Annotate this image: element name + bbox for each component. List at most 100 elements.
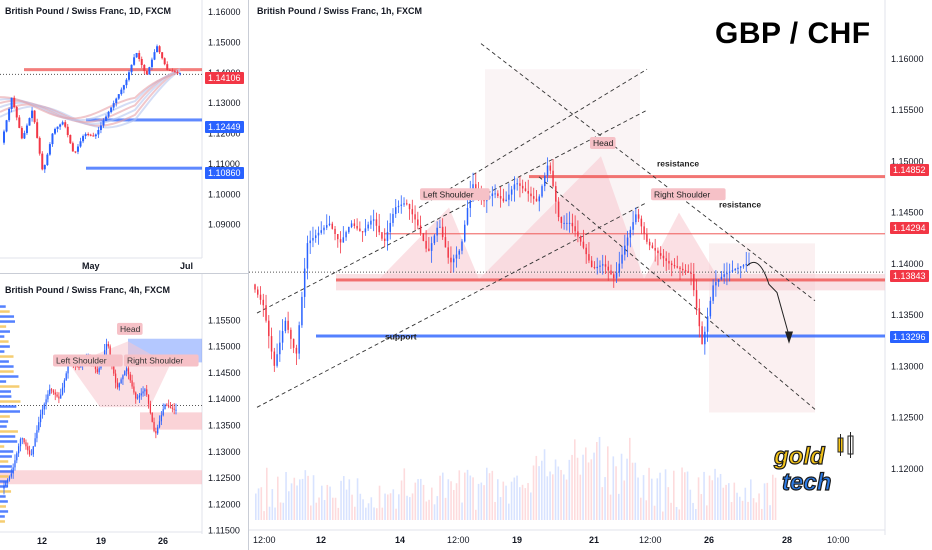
panel-divider-horizontal[interactable] [0, 273, 248, 274]
candle-1h-body [530, 193, 532, 197]
annotation-1h-5: support [385, 332, 417, 342]
price-tick-1d-7: 1.09000 [208, 220, 241, 230]
candle-4h-body [147, 394, 150, 404]
candle-1h-body [731, 270, 734, 272]
candle-1d-body [110, 107, 113, 113]
candle-1h-body [367, 224, 369, 229]
candle-4h-body [96, 369, 98, 373]
candle-1d-body [82, 136, 85, 142]
candle-4h-body [133, 386, 135, 393]
volume-bar [607, 446, 609, 520]
annotation-1h-0: Left Shoulder [423, 189, 474, 199]
volume-bar [359, 493, 362, 520]
candle-1h-body [560, 217, 563, 223]
candle-1d-body [156, 46, 159, 53]
volume-profile-bar [0, 315, 15, 318]
candle-1h-body [693, 273, 695, 291]
volume-profile-bar [0, 495, 6, 498]
volume-profile-bar [0, 445, 5, 448]
candle-4h-body [67, 366, 69, 374]
volume-bar [642, 475, 645, 520]
volume-bar [414, 482, 417, 520]
candle-1h-body [706, 316, 709, 332]
candle-4h-body [16, 453, 18, 461]
candle-4h-body [168, 405, 170, 407]
volume-bar [277, 476, 279, 520]
volume-bar [519, 487, 521, 520]
chart-panel-1d[interactable]: British Pound / Swiss Franc, 1D, FXCM 1.… [0, 0, 248, 273]
volume-bar [623, 480, 626, 520]
chart-title-1d: British Pound / Swiss Franc, 1D, FXCM [5, 6, 172, 16]
annotation-bg-1h [420, 188, 490, 201]
candle-4h-body [28, 450, 31, 455]
candle-1h-body [577, 231, 579, 237]
volume-bar [629, 437, 631, 520]
candle-1h-body [290, 329, 292, 339]
candle-4h-body [17, 446, 20, 454]
volume-bar [662, 511, 664, 520]
volume-bar [535, 455, 538, 520]
time-tick-4h-2: 26 [158, 536, 168, 546]
chart-panel-1h[interactable]: British Pound / Swiss Franc, 1h, FXCM 1.… [249, 0, 932, 550]
volume-bar [370, 497, 373, 520]
volume-bar [293, 477, 296, 520]
annotation-4h-0: Left Shoulder [56, 355, 107, 365]
chart-panel-4h[interactable]: British Pound / Swiss Franc, 4h, FXCM 1.… [0, 274, 248, 550]
candle-1d-body [153, 52, 156, 60]
candle-1d-body [76, 146, 79, 152]
candle-1d-body [69, 134, 72, 144]
volume-bar [530, 492, 532, 520]
candle-1h-body [433, 235, 436, 244]
volume-bar [387, 494, 389, 520]
panel-divider-vertical[interactable] [248, 0, 249, 550]
chart-1h-plot[interactable]: 1.16000 1.15500 1.15000 1.14500 1.14000 1.135… [249, 0, 932, 550]
candle-1h-body [745, 263, 747, 266]
volume-bar [593, 452, 595, 520]
volume-profile-bar [0, 405, 17, 408]
chart-1d-plot[interactable]: 1.160001.150001.140001.130001.120001.110… [0, 0, 248, 273]
time-tick-1h-2: 14 [395, 535, 405, 545]
candle-1h-body [604, 264, 607, 267]
candle-1h-body [422, 233, 425, 241]
candle-1h-body [428, 248, 430, 251]
candle-1d-body [97, 130, 100, 135]
candle-1h-body [684, 270, 687, 272]
candle-1h-body [579, 236, 582, 242]
candle-1h-body [502, 198, 505, 202]
candle-4h-body [135, 392, 137, 399]
volume-profile-bar [0, 400, 21, 403]
volume-bar [447, 479, 450, 520]
volume-bar [758, 493, 760, 520]
volume-bar [480, 482, 483, 520]
candle-4h-body [10, 473, 12, 477]
volume-bar [645, 500, 648, 520]
annotation-4h-1: Head [120, 324, 141, 334]
price-tick-1h-4: 1.14000 [891, 259, 924, 269]
candle-1h-body [430, 243, 433, 251]
candle-1h-body [458, 250, 460, 255]
volume-bar [711, 480, 714, 520]
candle-1h-body [284, 320, 287, 332]
candle-1d-body [84, 133, 87, 137]
volume-bar [268, 506, 271, 520]
annotation-bg-1h [651, 188, 726, 201]
volume-bar [257, 488, 260, 520]
candle-1d-body [94, 134, 97, 137]
candle-1h-body [455, 254, 458, 259]
candle-1h-body [742, 265, 745, 267]
chart-4h-plot[interactable]: 1.15500 1.15000 1.14500 1.14000 1.13500 1.130… [0, 274, 248, 550]
volume-bar [744, 487, 747, 520]
volume-bar [681, 467, 683, 520]
volume-bar [648, 467, 650, 520]
candle-1d-body [107, 112, 110, 117]
volume-bar [714, 468, 716, 520]
candle-4h-body [124, 371, 126, 376]
price-tick-4h-1: 1.15000 [208, 342, 241, 352]
volume-bar [288, 491, 290, 520]
candle-1d-body [148, 67, 151, 75]
volume-bar [345, 489, 348, 520]
candle-4h-body [36, 430, 38, 439]
volume-bar [464, 472, 466, 520]
candle-1h-body [265, 305, 267, 321]
candle-1d-body [171, 70, 174, 72]
